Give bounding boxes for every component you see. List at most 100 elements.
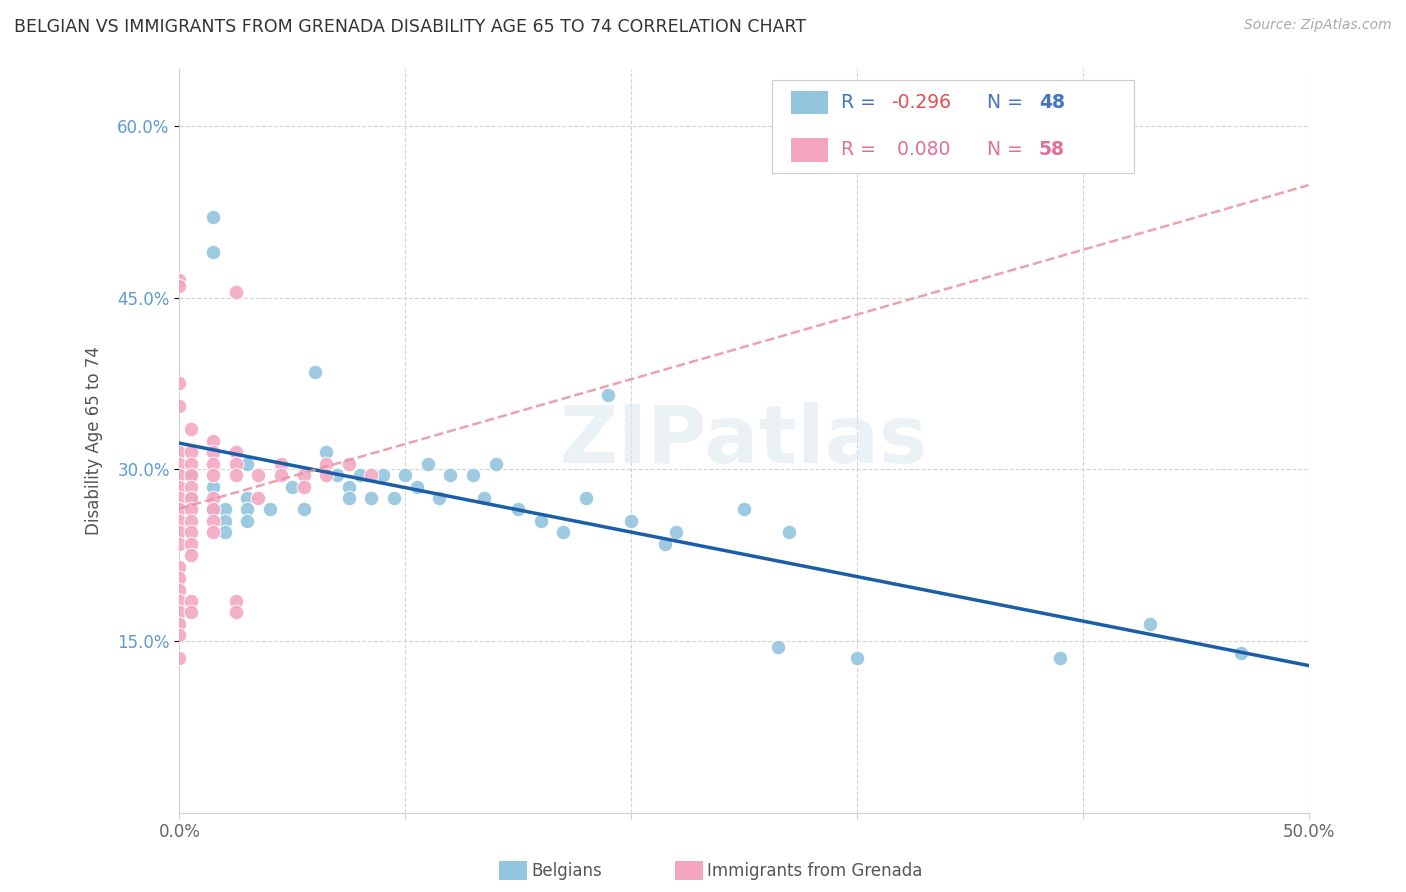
Point [225,457,247,471]
Text: N =: N = [976,93,1029,112]
Point [575,491,598,505]
Y-axis label: Disability Age 65 to 74: Disability Age 65 to 74 [86,346,103,535]
Point [236,502,259,516]
Point [180,537,202,551]
Point [202,502,225,516]
Point [416,457,439,471]
Point [360,468,382,483]
Point [169,479,191,493]
Point [180,548,202,562]
Point [180,468,202,483]
Point [180,525,202,540]
Point [202,525,225,540]
Point [214,525,236,540]
Point [169,616,191,631]
Point [169,468,191,483]
Point [202,468,225,483]
Point [472,491,495,505]
Point [214,514,236,528]
Point [225,445,247,459]
Point [236,457,259,471]
Point [214,502,236,516]
Point [620,514,643,528]
Point [337,479,360,493]
Point [394,468,416,483]
Text: Belgians: Belgians [531,862,602,880]
Point [202,502,225,516]
Point [202,491,225,505]
Point [169,628,191,642]
Point [180,422,202,436]
Point [180,445,202,459]
Text: R =: R = [841,93,882,112]
Text: 48: 48 [1039,93,1064,112]
Point [326,468,349,483]
Text: Immigrants from Grenada: Immigrants from Grenada [707,862,922,880]
Point [169,594,191,608]
Point [349,468,371,483]
Point [553,525,575,540]
Point [382,491,405,505]
Point [1230,646,1253,660]
Point [180,479,202,493]
Point [733,502,755,516]
Point [202,479,225,493]
Point [225,606,247,620]
Point [169,273,191,287]
Text: ZIPatlas: ZIPatlas [560,401,928,480]
Point [337,457,360,471]
Point [202,244,225,259]
Point [169,606,191,620]
Point [304,365,326,379]
Point [315,457,337,471]
Text: BELGIAN VS IMMIGRANTS FROM GRENADA DISABILITY AGE 65 TO 74 CORRELATION CHART: BELGIAN VS IMMIGRANTS FROM GRENADA DISAB… [14,18,806,36]
Point [247,468,270,483]
Point [337,491,360,505]
Text: N =: N = [976,140,1029,160]
Point [270,457,292,471]
Point [439,468,461,483]
Point [270,468,292,483]
Point [484,457,506,471]
Point [292,502,315,516]
Point [1049,651,1071,665]
Point [259,502,281,516]
Text: 58: 58 [1039,140,1064,160]
FancyBboxPatch shape [772,79,1133,173]
Point [461,468,484,483]
Point [654,537,676,551]
Point [180,502,202,516]
Point [202,445,225,459]
Point [169,279,191,293]
Point [665,525,688,540]
Point [180,491,202,505]
Point [247,491,270,505]
Text: Source: ZipAtlas.com: Source: ZipAtlas.com [1244,18,1392,32]
Point [169,537,191,551]
Point [202,211,225,225]
Point [169,445,191,459]
Point [360,491,382,505]
Point [202,514,225,528]
Point [169,376,191,391]
Point [315,445,337,459]
Point [1139,616,1161,631]
Point [225,468,247,483]
Point [427,491,450,505]
Point [371,468,394,483]
Point [315,468,337,483]
Point [180,491,202,505]
Text: 0.080: 0.080 [891,140,950,160]
Point [169,491,191,505]
Point [236,491,259,505]
Point [598,388,620,402]
Point [169,502,191,516]
Point [169,457,191,471]
Point [530,514,553,528]
Point [225,285,247,299]
Point [180,594,202,608]
Text: R =: R = [841,140,882,160]
Point [180,606,202,620]
Point [169,400,191,414]
Point [292,479,315,493]
